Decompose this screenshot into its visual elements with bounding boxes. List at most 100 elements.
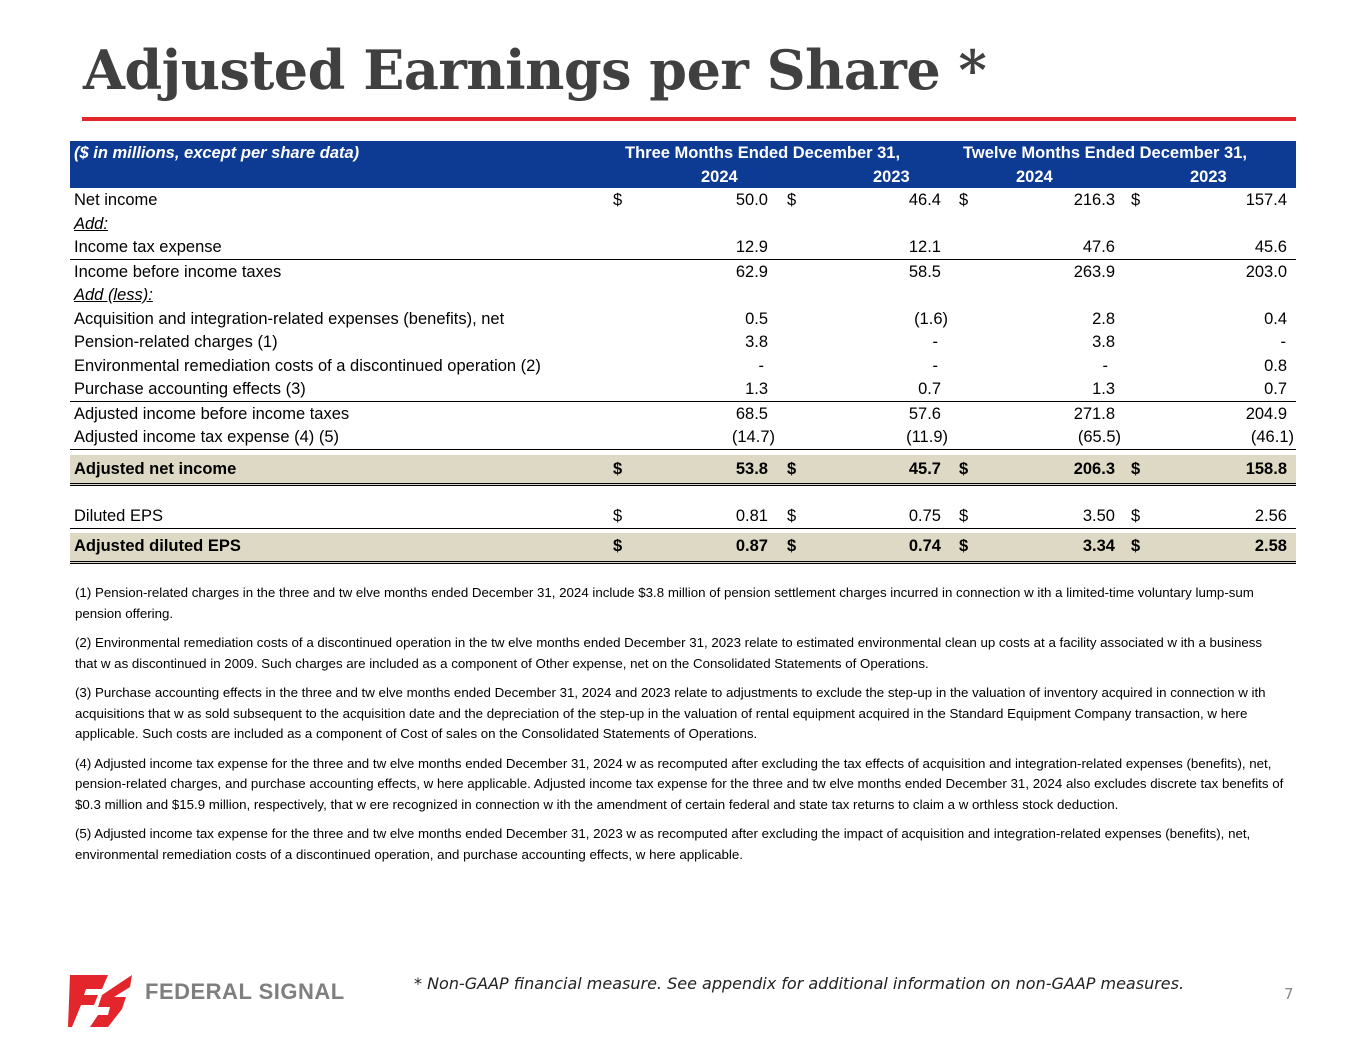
- row-label: Net income: [74, 191, 158, 209]
- table-row: Add (less):: [70, 283, 1296, 307]
- table-header-row: ($ in millions, except per share data) T…: [70, 141, 1296, 165]
- value-cell: 0.81: [735, 506, 768, 525]
- value-cell: 263.9: [1073, 262, 1115, 281]
- row-label: Environmental remediation costs of a dis…: [74, 356, 541, 375]
- year-header: 2024: [701, 168, 738, 186]
- value-cell: 3.50: [1082, 506, 1115, 525]
- value-cell: 45.6: [1254, 238, 1287, 256]
- value-cell: -: [758, 356, 765, 375]
- section-label: Add (less):: [74, 286, 153, 304]
- row-label: Income tax expense: [74, 238, 222, 256]
- value-cell: 50.0: [735, 191, 768, 209]
- footnote: (5) Adjusted income tax expense for the …: [75, 826, 1251, 862]
- value-cell: (46.1): [1250, 428, 1294, 446]
- units-label: ($ in millions, except per share data): [74, 144, 360, 162]
- value-cell: 2.58: [1254, 536, 1287, 555]
- table-row: Net income $ 50.0 $ 46.4 $ 216.3 $ 157.4: [70, 188, 1296, 212]
- value-cell: 0.75: [908, 506, 941, 525]
- dollar-sign: $: [787, 536, 797, 555]
- dollar-sign: $: [959, 506, 969, 525]
- dollar-sign: $: [1131, 506, 1141, 525]
- eps-reconciliation-table: ($ in millions, except per share data) T…: [70, 141, 1296, 564]
- value-cell: 3.8: [1092, 333, 1115, 351]
- section-label: Add:: [74, 214, 108, 233]
- value-cell: 0.4: [1264, 309, 1287, 328]
- row-label: Adjusted income before income taxes: [74, 404, 350, 423]
- year-header: 2023: [873, 168, 910, 186]
- value-cell: 203.0: [1245, 262, 1287, 281]
- dollar-sign: $: [787, 506, 797, 525]
- value-cell: 0.5: [745, 309, 768, 328]
- value-cell: 68.5: [735, 404, 768, 423]
- twelve-months-header: Twelve Months Ended December 31,: [963, 144, 1247, 162]
- table-row: Adjusted income before income taxes 68.5…: [70, 402, 1296, 426]
- three-months-header: Three Months Ended December 31,: [625, 144, 901, 162]
- value-cell: 216.3: [1073, 191, 1115, 209]
- value-cell: (14.7): [731, 428, 775, 446]
- value-cell: 1.3: [1092, 380, 1115, 398]
- table-row: Acquisition and integration-related expe…: [70, 307, 1296, 331]
- table-row: Pension-related charges (1) 3.8 - 3.8 -: [70, 330, 1296, 354]
- table-row: Income tax expense 12.9 12.1 47.6 45.6: [70, 235, 1296, 260]
- value-cell: -: [932, 356, 939, 375]
- table-row: Environmental remediation costs of a dis…: [70, 354, 1296, 378]
- non-gaap-disclaimer: * Non-GAAP financial measure. See append…: [414, 974, 1185, 993]
- footnote: (3) Purchase accounting effects in the t…: [75, 685, 1266, 741]
- value-cell: 3.34: [1082, 536, 1115, 555]
- dollar-sign: $: [613, 506, 623, 525]
- year-header: 2023: [1190, 168, 1227, 186]
- footnote: (2) Environmental remediation costs of a…: [75, 635, 1263, 671]
- row-label: Income before income taxes: [74, 262, 282, 281]
- value-cell: 2.56: [1254, 506, 1287, 525]
- value-cell: 62.9: [735, 262, 768, 281]
- value-cell: 47.6: [1082, 238, 1115, 256]
- value-cell: 46.4: [908, 191, 941, 209]
- table-row: Add:: [70, 212, 1296, 236]
- dollar-sign: $: [613, 459, 623, 478]
- dollar-sign: $: [613, 191, 623, 209]
- value-cell: 271.8: [1073, 404, 1115, 423]
- dollar-sign: $: [787, 459, 797, 478]
- dollar-sign: $: [959, 459, 969, 478]
- footnote: (4) Adjusted income tax expense for the …: [75, 755, 1284, 812]
- value-cell: 12.1: [908, 238, 941, 256]
- dollar-sign: $: [1131, 536, 1141, 555]
- dollar-sign: $: [959, 536, 969, 555]
- value-cell: 0.74: [908, 536, 941, 555]
- table-row-highlight: Adjusted net income $ 53.8 $ 45.7 $ 206.…: [70, 454, 1296, 486]
- page-number: 7: [1284, 985, 1294, 1003]
- value-cell: 45.7: [908, 459, 941, 478]
- value-cell: 2.8: [1092, 309, 1115, 328]
- row-label: Adjusted diluted EPS: [74, 536, 241, 555]
- value-cell: 206.3: [1073, 459, 1115, 478]
- row-label: Purchase accounting effects (3): [74, 380, 306, 398]
- dollar-sign: $: [787, 191, 797, 209]
- value-cell: -: [932, 333, 939, 351]
- dollar-sign: $: [613, 536, 623, 555]
- value-cell: -: [1280, 333, 1287, 351]
- year-header: 2024: [1016, 168, 1053, 186]
- footnotes: (1) Pension-related charges in the three…: [75, 583, 1285, 874]
- row-label: Acquisition and integration-related expe…: [74, 309, 505, 328]
- page-title: Adjusted Earnings per Share *: [83, 38, 987, 102]
- table-row: Diluted EPS $ 0.81 $ 0.75 $ 3.50 $ 2.56: [70, 504, 1296, 529]
- value-cell: (65.5): [1077, 428, 1121, 446]
- table-year-row: 2024 2023 2024 2023: [70, 165, 1296, 188]
- brand-name: FEDERAL SIGNAL: [145, 979, 345, 1004]
- value-cell: 0.7: [918, 380, 941, 398]
- value-cell: 12.9: [735, 238, 768, 256]
- value-cell: 0.7: [1264, 380, 1287, 398]
- federal-signal-logo-icon: [68, 971, 352, 1029]
- table-row: Income before income taxes 62.9 58.5 263…: [70, 260, 1296, 284]
- value-cell: 204.9: [1245, 404, 1287, 423]
- row-label: Pension-related charges (1): [74, 333, 278, 351]
- value-cell: 0.87: [735, 536, 768, 555]
- value-cell: 58.5: [908, 262, 941, 281]
- dollar-sign: $: [1131, 459, 1141, 478]
- dollar-sign: $: [959, 191, 969, 209]
- table-row-highlight: Adjusted diluted EPS $ 0.87 $ 0.74 $ 3.3…: [70, 532, 1296, 564]
- value-cell: 57.6: [908, 404, 941, 423]
- value-cell: 0.8: [1264, 356, 1287, 375]
- footnote: (1) Pension-related charges in the three…: [75, 585, 1254, 621]
- title-divider: [82, 117, 1296, 121]
